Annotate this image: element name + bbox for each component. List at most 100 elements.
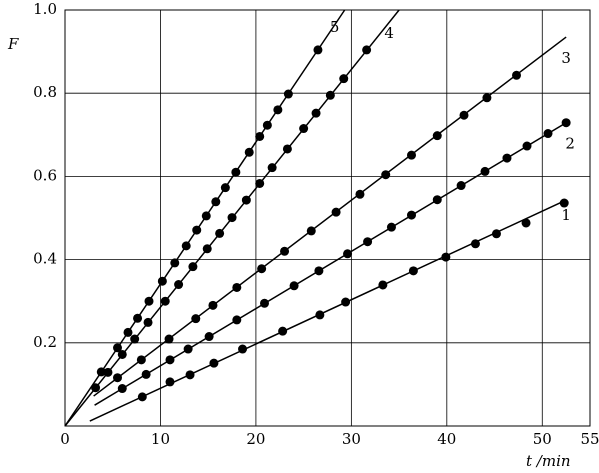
data-point	[113, 343, 122, 353]
data-point	[137, 392, 147, 402]
data-point	[136, 355, 146, 365]
data-point	[339, 74, 349, 84]
data-point	[133, 313, 143, 323]
data-point	[96, 367, 106, 377]
data-point	[185, 370, 195, 380]
series-label: 2	[565, 135, 575, 153]
data-point	[238, 344, 248, 354]
data-point	[289, 281, 299, 291]
data-point	[482, 93, 492, 103]
data-point	[174, 280, 184, 290]
data-point	[273, 105, 283, 115]
data-point	[141, 369, 151, 379]
data-point	[386, 222, 396, 232]
x-tick-label: 55	[580, 430, 599, 448]
data-point	[227, 213, 237, 223]
data-point	[432, 131, 442, 141]
data-point	[232, 282, 242, 292]
data-point	[91, 383, 101, 393]
data-point	[143, 317, 153, 327]
x-tick-label: 0	[60, 430, 70, 448]
x-tick-label: 30	[342, 430, 361, 448]
y-tick-label: 0.2	[33, 333, 57, 351]
data-point	[280, 246, 290, 256]
data-point	[208, 300, 218, 310]
series-label: 5	[330, 18, 340, 36]
data-point	[521, 218, 531, 228]
x-tick-label: 40	[437, 430, 456, 448]
data-point	[407, 150, 416, 160]
data-point	[183, 344, 193, 354]
data-point	[480, 166, 490, 176]
data-point	[407, 210, 416, 220]
data-point	[231, 167, 241, 177]
data-point	[522, 141, 532, 151]
data-point	[502, 153, 512, 163]
data-point	[331, 207, 341, 217]
data-point	[157, 276, 167, 286]
data-point	[459, 110, 469, 120]
data-point	[561, 118, 571, 128]
data-point	[299, 124, 309, 134]
data-point	[232, 315, 242, 325]
data-point	[144, 296, 154, 306]
data-point	[343, 249, 353, 259]
data-point	[165, 377, 175, 387]
data-point	[188, 262, 198, 272]
data-point	[201, 211, 211, 221]
y-tick-label: 1.0	[33, 0, 57, 18]
data-point	[362, 45, 372, 55]
data-point	[283, 89, 293, 99]
data-point	[160, 296, 170, 306]
y-tick-label: 0.8	[33, 83, 57, 101]
data-point	[192, 225, 202, 235]
data-point	[456, 181, 466, 191]
data-point	[123, 327, 133, 337]
data-point	[325, 90, 335, 100]
data-point	[543, 129, 553, 139]
data-point	[191, 314, 201, 324]
data-point	[209, 358, 219, 368]
data-point	[241, 195, 251, 205]
data-point	[117, 349, 127, 359]
data-point	[355, 189, 365, 199]
fit-line	[94, 122, 567, 406]
data-point	[363, 237, 373, 247]
data-point	[432, 195, 442, 205]
data-point	[255, 131, 265, 141]
data-point	[441, 252, 451, 262]
data-point	[215, 228, 225, 238]
y-axis-label: F	[7, 35, 19, 53]
data-point	[559, 198, 569, 208]
data-point	[204, 332, 214, 342]
data-point	[181, 241, 191, 251]
data-point	[202, 244, 212, 254]
data-point	[512, 70, 521, 80]
series-label: 1	[561, 206, 571, 224]
data-point	[313, 45, 323, 55]
data-point	[491, 229, 501, 239]
x-axis-label: t /min	[526, 452, 571, 470]
series-label: 3	[561, 49, 571, 67]
data-point	[378, 280, 388, 290]
data-point	[164, 334, 174, 344]
data-point	[315, 310, 325, 320]
x-tick-label: 20	[246, 430, 265, 448]
data-point	[262, 120, 272, 130]
data-point	[282, 144, 292, 154]
x-tick-label: 10	[151, 430, 170, 448]
data-point	[341, 297, 351, 307]
data-point	[170, 258, 180, 268]
data-point	[381, 170, 391, 180]
data-point	[306, 226, 316, 236]
data-point	[103, 367, 113, 377]
data-point	[211, 197, 221, 207]
data-point	[311, 108, 321, 118]
data-point	[408, 266, 418, 276]
data-point	[130, 334, 140, 344]
data-point	[260, 298, 269, 308]
y-tick-label: 0.6	[33, 166, 57, 184]
data-point	[117, 384, 127, 394]
data-point	[267, 163, 277, 173]
